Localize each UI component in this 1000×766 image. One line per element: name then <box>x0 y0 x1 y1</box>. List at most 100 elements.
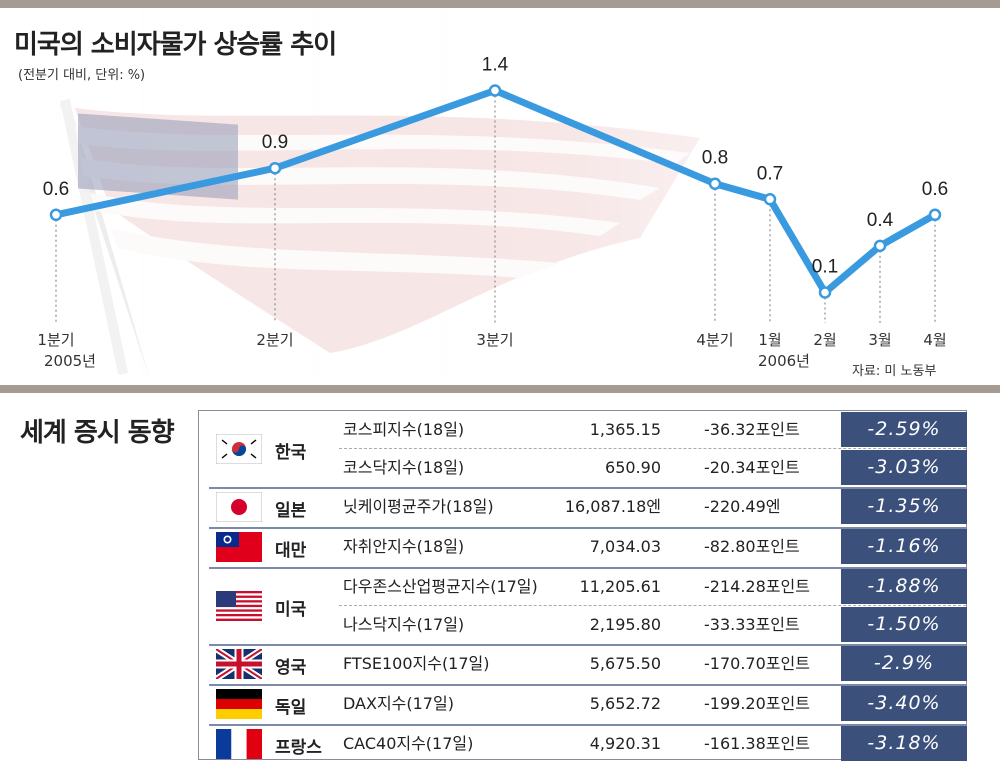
country-name: 미국 <box>275 599 307 620</box>
x-tick-label: 1분기 <box>37 331 74 349</box>
data-point <box>818 286 832 299</box>
chart-title: 미국의 소비자물가 상승률 추이 <box>14 30 337 60</box>
market-row: CAC40지수(17일) 4,920.31 -161.38포인트 -3.18% <box>199 725 967 762</box>
change-percent: -1.35% <box>841 489 967 525</box>
change-percent: -2.59% <box>841 412 967 447</box>
market-row: FTSE100지수(17일) 5,675.50 -170.70포인트 -2.9% <box>199 645 967 682</box>
change-percent: -3.18% <box>841 726 967 761</box>
market-row: 다우존스산업평균지수(17일) 11,205.61 -214.28포인트 -1.88% <box>199 568 967 605</box>
value-label: 0.7 <box>757 163 783 184</box>
closing-value: 5,675.50 <box>589 654 661 674</box>
usa-flag-icon <box>216 590 262 621</box>
row-divider <box>339 447 966 449</box>
markets-table: 한국 코스피지수(18일) 1,365.15 -36.32포인트 -2.59% 코스닥지수… <box>198 410 967 763</box>
change-percent: -1.88% <box>841 569 967 604</box>
data-point <box>488 84 502 97</box>
group-divider <box>209 567 966 569</box>
flag-background <box>0 8 1000 385</box>
x-tick-label: 3월 <box>868 331 891 349</box>
index-name: 나스닥지수(17일) <box>343 614 465 634</box>
closing-value: 7,034.03 <box>589 537 661 557</box>
x-tick-label: 4분기 <box>696 331 733 349</box>
group-divider <box>209 487 966 490</box>
change-percent: -3.03% <box>841 449 967 485</box>
value-label: 0.9 <box>262 132 288 153</box>
value-label: 0.4 <box>867 210 894 231</box>
market-group-taiwan: 대만 자취안지수(18일) 7,034.03 -82.80포인트 -1.16% <box>199 527 967 566</box>
section-divider <box>0 385 1000 393</box>
data-point <box>49 208 63 222</box>
markets-title: 세계 증시 동향 <box>20 418 175 448</box>
value-labels: 0.6 0.9 1.4 0.8 0.7 0.1 0.4 0.6 <box>43 55 948 278</box>
x-tick-label: 1월 <box>758 331 781 349</box>
closing-value: 2,195.80 <box>589 614 661 634</box>
change-percent: -3.40% <box>841 686 967 722</box>
data-point <box>873 239 887 253</box>
germany-flag-icon <box>216 688 262 719</box>
country-name: 한국 <box>275 442 307 463</box>
change-value: -33.33포인트 <box>704 614 800 634</box>
x-tick-label: 2월 <box>813 331 836 349</box>
top-border <box>0 0 1000 8</box>
market-group-usa: 미국 다우존스산업평균지수(17일) 11,205.61 -214.28포인트 -1.8… <box>199 567 967 643</box>
change-value: -161.38포인트 <box>704 734 810 753</box>
data-point <box>763 193 777 206</box>
index-name: 다우존스산업평균지수(17일) <box>343 577 538 596</box>
value-label: 0.8 <box>702 148 728 169</box>
change-value: -220.49엔 <box>704 497 781 517</box>
market-row: DAX지수(17일) 5,652.72 -199.20포인트 -3.40% <box>199 685 967 722</box>
cpi-chart: 0.6 0.9 1.4 0.8 0.7 0.1 0.4 0.6 1분기 2005년 2분기 3분기 4… <box>0 8 1000 385</box>
market-row: 닛케이평균주가(18일) 16,087.18엔 -220.49엔 -1.35% <box>199 488 967 525</box>
change-percent: -2.9% <box>841 646 967 682</box>
group-divider <box>209 644 966 647</box>
market-row: 자취안지수(18일) 7,034.03 -82.80포인트 -1.16% <box>199 528 967 565</box>
market-group-uk: 영국 FTSE100지수(17일) 5,675.50 -170.70포인트 -2.9% <box>199 644 967 683</box>
country-name: 일본 <box>275 501 307 522</box>
change-percent: -1.16% <box>841 529 967 565</box>
market-group-france: 프랑스 CAC40지수(17일) 4,920.31 -161.38포인트 -3.18% <box>199 724 967 763</box>
change-value: -214.28포인트 <box>704 577 810 596</box>
group-divider <box>209 527 966 530</box>
x-tick-label: 2분기 <box>256 331 293 349</box>
line-chart-svg: 0.6 0.9 1.4 0.8 0.7 0.1 0.4 0.6 1분기 2005년 2분기 3분기 4… <box>0 8 1000 385</box>
group-divider <box>209 724 966 726</box>
change-percent: -1.50% <box>841 606 967 642</box>
x-tick-sublabel: 2005년 <box>44 352 96 370</box>
change-value: -199.20포인트 <box>704 694 810 714</box>
data-point <box>708 177 722 190</box>
value-label: 0.6 <box>43 179 69 200</box>
cpi-series-line <box>52 87 939 296</box>
index-name: DAX지수(17일) <box>343 694 454 714</box>
x-tick-label: 3분기 <box>476 331 513 349</box>
market-row: 코스피지수(18일) 1,365.15 -36.32포인트 -2.59% <box>199 411 967 448</box>
index-name: 코스피지수(18일) <box>343 420 465 439</box>
group-divider <box>209 684 966 687</box>
market-group-korea: 한국 코스피지수(18일) 1,365.15 -36.32포인트 -2.59% 코스닥지수… <box>199 411 967 486</box>
country-name: 영국 <box>275 658 307 679</box>
chart-subtitle: (전분기 대비, 단위: %) <box>18 68 146 83</box>
change-value: -170.70포인트 <box>704 654 810 674</box>
data-point <box>928 208 942 222</box>
data-points <box>49 84 942 299</box>
closing-value: 5,652.72 <box>589 694 661 714</box>
korea-flag-icon <box>215 433 263 465</box>
market-row: 나스닥지수(17일) 2,195.80 -33.33포인트 -1.50% <box>199 604 967 643</box>
index-name: CAC40지수(17일) <box>343 734 474 753</box>
country-name: 프랑스 <box>275 737 322 758</box>
closing-value: 16,087.18엔 <box>564 497 661 517</box>
uk-flag-icon <box>214 646 264 682</box>
value-label: 1.4 <box>482 55 509 76</box>
x-tick-sublabel: 2006년 <box>758 352 810 370</box>
closing-value: 11,205.61 <box>579 577 661 596</box>
index-name: 코스닥지수(18일) <box>343 457 465 477</box>
index-name: FTSE100지수(17일) <box>343 654 490 674</box>
source-note: 자료: 미 노동부 <box>852 364 937 379</box>
index-name: 닛케이평균주가(18일) <box>343 497 494 517</box>
x-tick-label: 4월 <box>923 331 946 349</box>
market-group-germany: 독일 DAX지수(17일) 5,652.72 -199.20포인트 -3.40% <box>199 684 967 723</box>
data-point <box>268 161 282 175</box>
market-group-japan: 일본 닛케이평균주가(18일) 16,087.18엔 -220.49엔 -1.35% <box>199 487 967 526</box>
change-value: -20.34포인트 <box>704 457 800 477</box>
change-value: -82.80포인트 <box>704 537 800 557</box>
